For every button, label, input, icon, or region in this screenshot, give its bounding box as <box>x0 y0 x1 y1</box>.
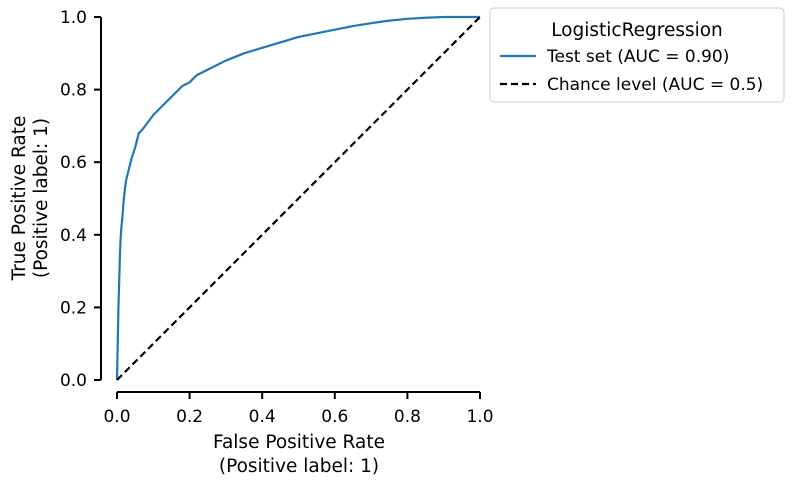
legend: LogisticRegression Test set (AUC = 0.90)… <box>489 7 785 103</box>
y-tick-label: 0.2 <box>60 298 87 318</box>
y-tick-label: 0.6 <box>60 153 87 173</box>
y-tick-label: 0.8 <box>60 81 87 101</box>
y-tick-label: 0.0 <box>60 371 87 391</box>
roc-curve-test-set <box>115 15 480 381</box>
y-axis-label: True Positive Rate (Positive label: 1) <box>9 116 52 282</box>
y-axis-label-line-2: (Positive label: 1) <box>31 118 52 278</box>
x-tick-label: 0.8 <box>394 407 421 427</box>
y-tick-label: 1.0 <box>60 8 87 28</box>
series-layer <box>115 15 481 381</box>
x-tick-label: 0.0 <box>103 407 130 427</box>
x-tick-label: 0.4 <box>249 407 276 427</box>
y-tick-label: 0.4 <box>60 226 87 246</box>
y-axis-label-line-1: True Positive Rate <box>9 116 30 282</box>
legend-label-chance-level: Chance level (AUC = 0.5) <box>547 75 763 95</box>
legend-label-test-set: Test set (AUC = 0.90) <box>546 47 729 67</box>
x-axis-label-line-1: False Positive Rate <box>213 432 385 453</box>
legend-title: LogisticRegression <box>551 20 723 41</box>
y-axis-ticks: 0.0 0.2 0.4 0.6 0.8 1.0 <box>60 8 101 391</box>
x-axis-label: False Positive Rate (Positive label: 1) <box>213 432 385 477</box>
chance-level-line <box>116 16 481 381</box>
x-tick-label: 0.2 <box>176 407 203 427</box>
x-axis-ticks: 0.0 0.2 0.4 0.6 0.8 1.0 <box>103 392 494 427</box>
x-tick-label: 1.0 <box>466 407 493 427</box>
x-axis-label-line-2: (Positive label: 1) <box>219 456 379 477</box>
x-tick-label: 0.6 <box>321 407 348 427</box>
legend-frame <box>489 7 785 103</box>
